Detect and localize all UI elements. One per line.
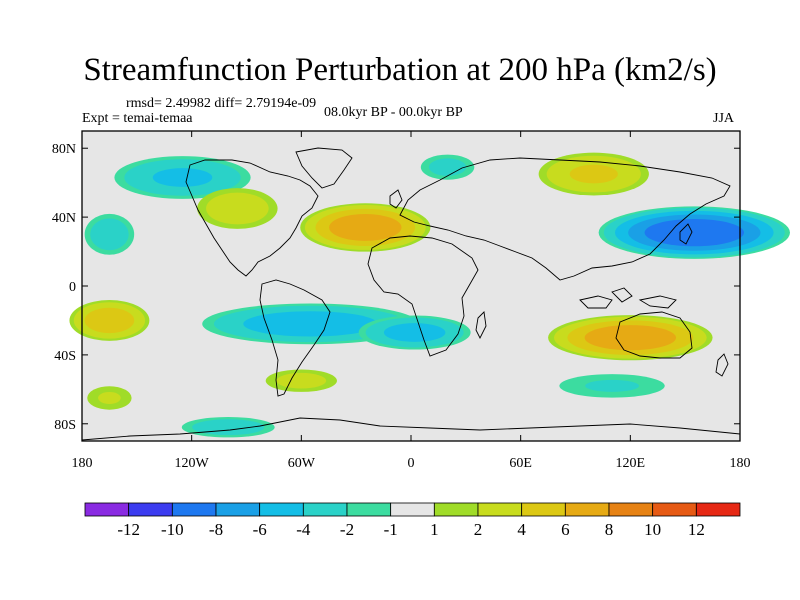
colorbar-label: -12 [117,520,140,539]
colorbar-label: 2 [474,520,483,539]
colorbar-swatch [215,502,261,517]
colorbar-swatch [84,502,130,517]
x-tick-label: 60W [288,456,316,471]
colorbar-label: -2 [340,520,354,539]
anomaly-contour [98,391,121,404]
y-tick-label: 0 [69,280,76,295]
anomaly-contour [585,379,639,392]
x-tick-label: 0 [408,456,415,471]
anomaly-contour [644,218,745,247]
x-tick-label: 180 [730,456,751,471]
colorbar-label: 6 [561,520,570,539]
anomaly-contour [152,168,213,187]
colorbar-label: 8 [605,520,614,539]
colorbar-swatch [346,502,392,517]
colorbar-label: -4 [296,520,311,539]
colorbar-label: 10 [644,520,661,539]
anomaly-contour [276,372,327,389]
colorbar-swatch [695,502,741,517]
colorbar-swatch [652,502,697,517]
x-tick-label: 120E [616,456,646,471]
colorbar-swatch [390,502,435,517]
colorbar-label: -10 [161,520,184,539]
y-tick-label: 40S [54,349,76,364]
y-tick-label: 40N [52,211,76,226]
colorbar-swatch [433,502,479,517]
x-tick-label: 60E [509,456,532,471]
colorbar-swatch [171,502,217,517]
anomaly-contour [383,323,446,342]
colorbar: -12 -10 -8 -6 -4 -2 -1 1 2 4 6 8 10 12 [84,502,741,539]
period-label: 08.0kyr BP - 00.0kyr BP [324,105,463,120]
experiment-label: Expt = temai-temaa [82,111,193,126]
anomaly-contour [584,325,677,351]
colorbar-swatch [302,502,348,517]
colorbar-swatch [564,502,610,517]
anomaly-contour [90,218,129,251]
colorbar-swatch [608,502,654,517]
anomaly-contour [428,158,467,176]
colorbar-label: -8 [209,520,223,539]
anomaly-contour [206,192,269,225]
anomaly-contour [243,311,378,337]
y-tick-label: 80S [54,418,76,433]
colorbar-label: 1 [430,520,439,539]
page-title: Streamfunction Perturbation at 200 hPa (… [83,52,717,88]
anomaly-contour [569,164,618,184]
colorbar-swatch [259,502,304,517]
colorbar-swatch [477,502,523,517]
anomaly-contour [329,213,402,241]
stats-text: rmsd= 2.49982 diff= 2.79194e-09 [126,96,317,111]
y-tick-label: 80N [52,142,76,157]
colorbar-swatch [521,502,566,517]
x-tick-label: 120W [175,456,210,471]
anomaly-layer [69,152,790,438]
colorbar-label: -6 [253,520,267,539]
season-label: JJA [713,111,735,126]
coastlines [81,147,741,441]
colorbar-label: -1 [384,520,398,539]
colorbar-swatch [128,502,173,517]
map-panel: 80N 40N 0 40S 80S 180 120W 60W 0 60E 120E 180 [52,130,790,471]
x-tick-label: 180 [72,456,93,471]
axis-ticks: 80N 40N 0 40S 80S 180 120W 60W 0 60E 120E 180 [52,131,751,471]
colorbar-label: 4 [517,520,526,539]
anomaly-contour [84,307,135,334]
colorbar-label: 12 [688,520,705,539]
